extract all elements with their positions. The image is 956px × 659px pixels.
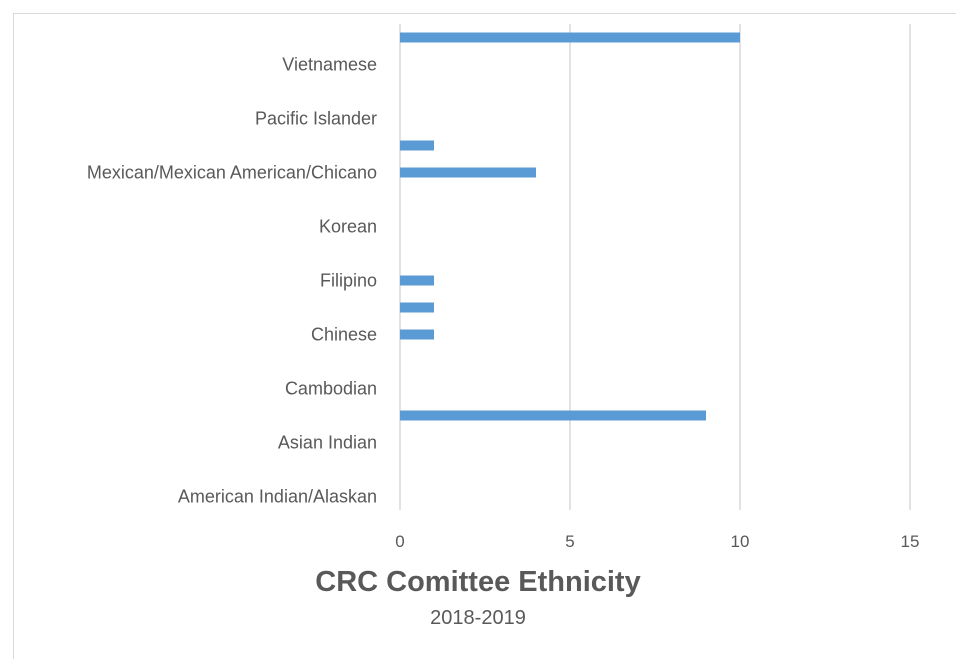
bar xyxy=(400,329,434,340)
category-label: Mexican/Mexican American/Chicano xyxy=(87,163,377,183)
bar xyxy=(400,140,434,151)
bars xyxy=(400,32,740,421)
bar xyxy=(400,302,434,313)
x-tick-label: 0 xyxy=(395,532,404,551)
x-tick-label: 10 xyxy=(731,532,750,551)
category-label: Asian Indian xyxy=(278,433,377,453)
chart-title: CRC Comittee Ethnicity xyxy=(315,566,641,598)
category-label: Pacific Islander xyxy=(255,109,377,129)
category-label: Cambodian xyxy=(285,379,377,399)
x-tick-labels: 0 5 10 15 xyxy=(395,532,919,551)
category-label: Korean xyxy=(319,217,377,237)
x-tick-label: 5 xyxy=(565,532,574,551)
category-labels: American Indian/Alaskan Asian Indian Cambo… xyxy=(87,55,377,507)
chart-border xyxy=(13,13,956,659)
category-label: American Indian/Alaskan xyxy=(178,487,377,507)
gridlines xyxy=(399,24,911,510)
category-label: Vietnamese xyxy=(282,55,377,75)
category-label: Filipino xyxy=(320,271,377,291)
bar xyxy=(400,32,740,43)
chart-subtitle: 2018-2019 xyxy=(430,607,526,629)
category-label: Chinese xyxy=(311,325,377,345)
bar xyxy=(400,410,706,421)
x-tick-label: 15 xyxy=(901,532,920,551)
bar xyxy=(400,167,536,178)
bar xyxy=(400,275,434,286)
